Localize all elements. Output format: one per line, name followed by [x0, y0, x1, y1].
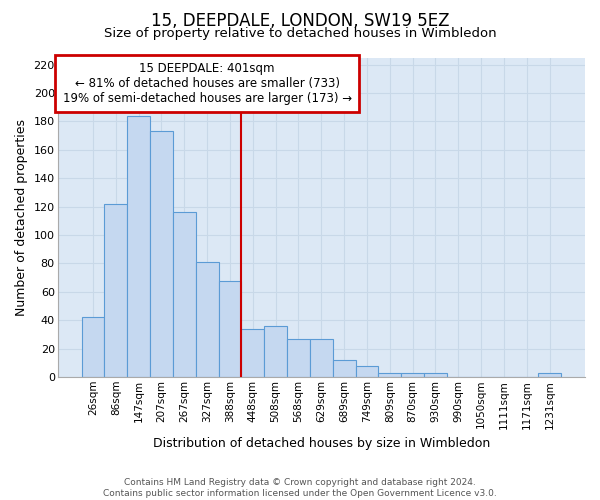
Bar	[196, 262, 218, 377]
Bar	[104, 204, 127, 377]
Bar	[424, 373, 447, 377]
Bar	[287, 339, 310, 377]
Y-axis label: Number of detached properties: Number of detached properties	[15, 119, 28, 316]
Bar	[150, 132, 173, 377]
Bar	[218, 280, 241, 377]
Bar	[264, 326, 287, 377]
X-axis label: Distribution of detached houses by size in Wimbledon: Distribution of detached houses by size …	[152, 437, 490, 450]
Bar	[241, 329, 264, 377]
Text: Contains HM Land Registry data © Crown copyright and database right 2024.
Contai: Contains HM Land Registry data © Crown c…	[103, 478, 497, 498]
Bar	[173, 212, 196, 377]
Bar	[82, 318, 104, 377]
Text: Size of property relative to detached houses in Wimbledon: Size of property relative to detached ho…	[104, 28, 496, 40]
Bar	[356, 366, 379, 377]
Bar	[401, 373, 424, 377]
Bar	[310, 339, 333, 377]
Bar	[333, 360, 356, 377]
Bar	[379, 373, 401, 377]
Bar	[538, 373, 561, 377]
Bar	[127, 116, 150, 377]
Text: 15, DEEPDALE, LONDON, SW19 5EZ: 15, DEEPDALE, LONDON, SW19 5EZ	[151, 12, 449, 30]
Text: 15 DEEPDALE: 401sqm
← 81% of detached houses are smaller (733)
19% of semi-detac: 15 DEEPDALE: 401sqm ← 81% of detached ho…	[62, 62, 352, 105]
